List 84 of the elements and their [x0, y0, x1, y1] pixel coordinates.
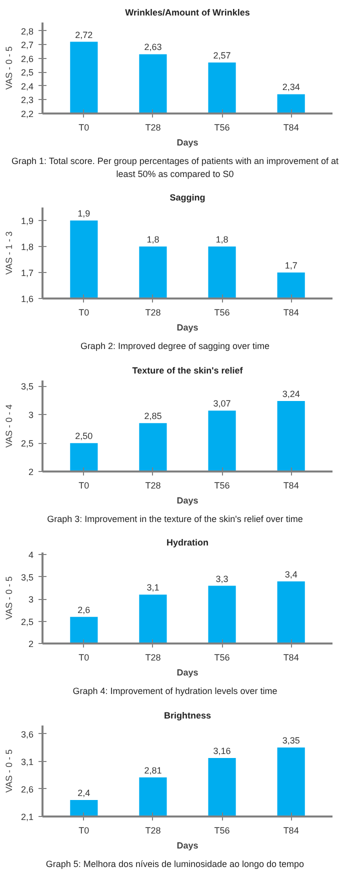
chart-title: Brightness	[164, 710, 212, 720]
data-label: 2,81	[144, 765, 162, 776]
x-tick-label: T0	[78, 308, 90, 318]
data-label: 3,24	[282, 388, 300, 399]
data-label: 2,57	[213, 50, 231, 60]
y-tick-label: 3,6	[20, 729, 34, 740]
x-tick-label: T0	[78, 480, 90, 490]
x-axis-title: Days	[176, 138, 198, 148]
y-tick-label: 4	[28, 550, 34, 561]
data-label: 3,16	[213, 746, 231, 756]
data-label: 2,63	[144, 42, 162, 52]
x-tick-label: T0	[78, 825, 90, 836]
x-tick-label: T84	[283, 480, 299, 490]
data-label: 2,4	[78, 788, 90, 798]
y-tick-label: 2,7	[20, 40, 34, 50]
caption: Graph 2: Improved degree of sagging over time	[80, 340, 270, 353]
x-tick-label: T56	[214, 122, 230, 132]
y-tick-label: 2,8	[20, 26, 34, 36]
y-tick-label: 3,5	[20, 381, 34, 392]
y-axis-title: VAS - 1 - 3	[4, 232, 14, 275]
x-tick-label: T28	[145, 825, 161, 836]
x-tick-label: T28	[145, 308, 161, 318]
data-label: 2,6	[78, 605, 90, 616]
data-label: 3,4	[284, 570, 298, 580]
y-tick-label: 2,5	[20, 617, 34, 628]
y-axis-title: VAS - 0 - 5	[4, 576, 14, 620]
chart-title: Wrinkles/Amount of Wrinkles	[125, 8, 250, 18]
y-axis-title: VAS - 0 - 4	[4, 404, 14, 448]
y-tick-label: 3,5	[20, 572, 34, 583]
x-tick-label: T84	[283, 652, 299, 663]
y-tick-label: 2,6	[20, 54, 34, 64]
y-tick-label: 2	[28, 639, 34, 650]
x-tick-label: T56	[214, 308, 230, 318]
x-axis-title: Days	[176, 840, 198, 850]
data-label: 3,07	[213, 398, 231, 408]
x-tick-label: T56	[214, 652, 230, 663]
y-tick-label: 2,5	[20, 68, 34, 78]
y-axis-title: VAS - 0 - 5	[4, 749, 14, 793]
x-tick-label: T56	[214, 480, 230, 490]
x-axis-title: Days	[176, 668, 198, 678]
y-tick-label: 1,8	[20, 242, 34, 252]
y-tick-label: 1,6	[20, 294, 34, 304]
y-tick-label: 3	[28, 410, 34, 420]
data-label: 3,3	[216, 574, 228, 584]
y-tick-label: 2,1	[20, 812, 34, 822]
data-label: 1,8	[146, 234, 160, 245]
y-tick-label: 1,9	[20, 216, 34, 226]
x-tick-label: T0	[78, 122, 90, 132]
x-tick-label: T84	[283, 308, 299, 318]
x-tick-label: T56	[214, 825, 230, 836]
y-tick-label: 3	[28, 594, 34, 605]
x-tick-label: T28	[145, 480, 161, 490]
y-tick-label: 2,2	[20, 109, 34, 119]
y-tick-label: 2,3	[20, 95, 34, 106]
y-tick-label: 3,1	[20, 756, 34, 767]
data-label: 2,85	[144, 410, 162, 421]
data-label: 3,35	[282, 736, 300, 746]
caption: Graph 1: Total score. Per group percentages of patients with an improvement of at least 50% as compared to S0	[11, 155, 339, 180]
data-label: 1,7	[284, 260, 298, 271]
y-tick-label: 2,4	[20, 81, 34, 92]
caption: Graph 4: Improvement of hydration levels over time	[72, 685, 278, 698]
y-tick-label: 1,7	[20, 268, 34, 278]
x-tick-label: T28	[145, 122, 161, 132]
x-axis-title: Days	[176, 495, 198, 506]
y-tick-label: 2	[28, 466, 34, 477]
data-label: 1,9	[78, 208, 90, 219]
data-label: 2,34	[282, 82, 300, 92]
x-tick-label: T0	[78, 652, 90, 663]
x-tick-label: T28	[145, 652, 161, 663]
data-label: 3,1	[146, 583, 160, 594]
x-tick-label: T84	[283, 122, 299, 132]
caption: Graph 3: Improvement in the texture of the skin's relief over time	[47, 512, 303, 526]
x-tick-label: T84	[283, 825, 299, 836]
data-label: 2,50	[75, 430, 93, 441]
chart-title: Texture of the skin's relief	[132, 365, 244, 376]
chart-title: Sagging	[170, 192, 206, 203]
data-label: 1,8	[216, 234, 228, 245]
y-axis-title: VAS - 0 - 5	[4, 46, 14, 90]
data-label: 2,72	[75, 30, 93, 40]
caption: Graph 5: Melhora dos níveis de luminosidade ao longo do tempo	[46, 858, 304, 871]
y-tick-label: 2,6	[20, 784, 34, 794]
chart-title: Hydration	[166, 538, 209, 548]
x-axis-title: Days	[176, 322, 198, 333]
y-tick-label: 2,5	[20, 438, 34, 448]
